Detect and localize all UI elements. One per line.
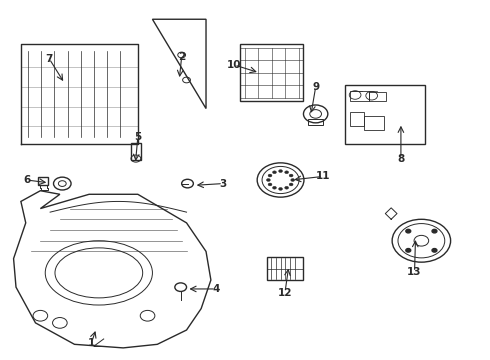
Circle shape (268, 183, 272, 186)
Circle shape (279, 188, 283, 190)
Circle shape (289, 183, 293, 186)
Text: 11: 11 (316, 171, 330, 181)
Circle shape (432, 248, 437, 252)
Text: 3: 3 (220, 179, 227, 189)
Bar (308, 119, 323, 125)
Circle shape (267, 179, 270, 181)
Text: 6: 6 (23, 175, 30, 185)
Bar (365, 116, 384, 130)
Text: 7: 7 (46, 54, 53, 64)
Circle shape (291, 179, 294, 181)
Circle shape (272, 186, 276, 189)
Bar (240, 44, 303, 102)
Bar (350, 91, 369, 102)
Circle shape (406, 248, 411, 252)
Bar (369, 93, 386, 102)
Text: 9: 9 (312, 82, 319, 92)
Circle shape (268, 174, 272, 177)
Text: 8: 8 (397, 154, 405, 163)
Circle shape (406, 229, 411, 233)
Text: 2: 2 (178, 52, 185, 62)
Circle shape (285, 171, 289, 174)
Circle shape (285, 186, 289, 189)
Text: 1: 1 (88, 338, 95, 347)
Circle shape (272, 171, 276, 174)
Text: 13: 13 (407, 267, 422, 277)
Text: 4: 4 (212, 284, 220, 294)
Circle shape (279, 170, 283, 172)
Text: 5: 5 (134, 132, 142, 142)
Text: 12: 12 (278, 288, 292, 297)
Circle shape (289, 174, 293, 177)
Bar (345, 85, 425, 144)
Bar (38, 177, 48, 185)
Circle shape (432, 229, 437, 233)
Bar (350, 112, 365, 126)
Bar (267, 257, 303, 280)
Text: 10: 10 (227, 60, 242, 70)
Bar (130, 143, 141, 160)
